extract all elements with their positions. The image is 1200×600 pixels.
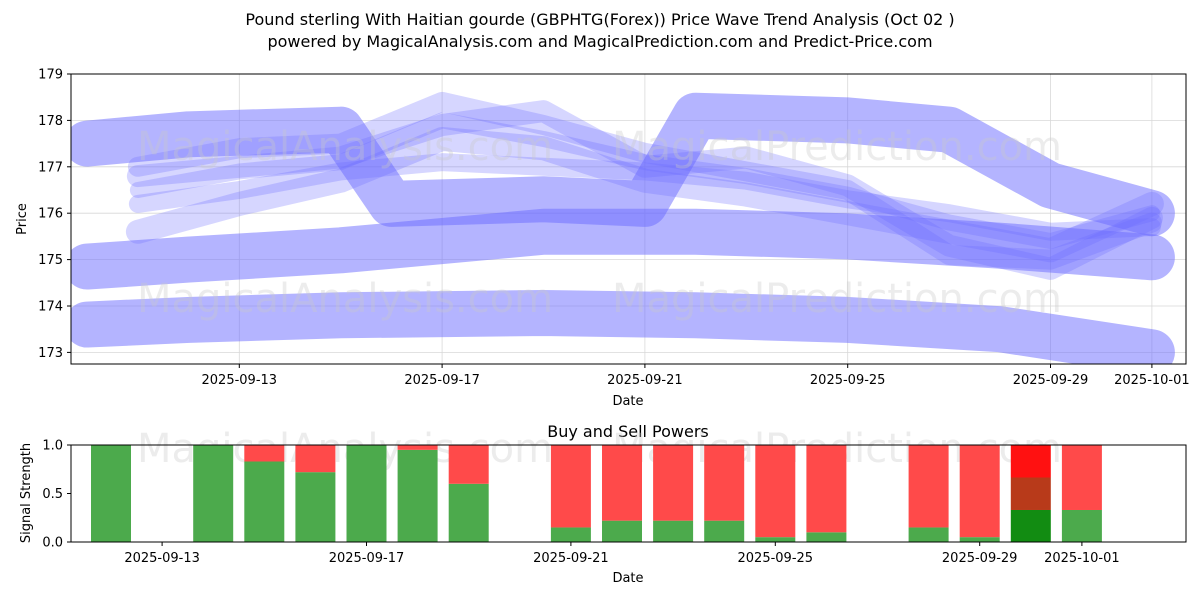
price-y-tick-label: 178 [38,114,63,129]
sell-bar [653,445,694,521]
signal-x-tick-label: 2025-09-29 [942,551,1018,566]
sell-bar [1010,445,1051,478]
signal-chart-title: Buy and Sell Powers [547,422,709,441]
sell-bar [397,445,438,450]
buy-bar [550,527,591,542]
signal-x-tick-label: 2025-09-13 [124,551,200,566]
price-wave-paths [125,91,1164,280]
signal-bars [91,445,1102,542]
buy-bar [908,527,949,542]
price-plot-frame [70,73,1187,365]
price-band [71,289,1175,364]
sell-bar [806,445,847,533]
watermark-analysis-mid: MagicalAnalysis.com [137,276,553,322]
buy-bar [448,483,489,542]
price-wave-path [127,91,1162,270]
watermark-prediction-top: MagicalPrediction.com [612,124,1062,170]
sell-bar [244,445,285,462]
price-wave-path [125,126,1164,263]
price-band [71,208,1175,290]
sell-bar [755,445,796,538]
price-panel: MagicalAnalysis.com MagicalPrediction.co… [15,68,1190,410]
price-y-tick-label: 179 [38,68,63,83]
price-y-tick-label: 174 [38,300,63,315]
price-bands [71,92,1175,364]
sell-bar [448,445,489,484]
sell-bar [1010,477,1051,510]
buy-bar [653,520,694,542]
price-x-tick-label: 2025-09-25 [810,373,886,388]
price-band [71,92,1175,237]
buy-bar [193,445,234,542]
price-x-axis-label: Date [612,394,643,409]
price-wave-path [128,153,1161,241]
buy-bar [704,520,745,542]
signal-x-tick-label: 2025-10-01 [1044,551,1120,566]
sell-bar [908,445,949,528]
buy-bar [295,472,336,542]
price-y-tick-label: 177 [38,160,63,175]
price-x-tick-label: 2025-09-13 [202,373,278,388]
signal-x-tick-label: 2025-09-21 [533,551,609,566]
signal-y-ticks: 0.0 0.5 1.0 [42,439,71,551]
buy-bar [346,445,387,542]
buy-bar [91,445,131,542]
watermark-prediction-mid: MagicalPrediction.com [612,276,1062,322]
price-y-tick-label: 173 [38,346,63,361]
signal-x-tick-label: 2025-09-25 [738,551,814,566]
signal-y-tick-label: 1.0 [42,439,63,454]
signal-y-tick-label: 0.5 [42,487,63,502]
buy-bar [806,532,847,542]
watermark-analysis-top: MagicalAnalysis.com [137,124,553,170]
buy-bar [1010,509,1051,542]
buy-bar [602,520,642,542]
price-x-tick-label: 2025-09-21 [607,373,683,388]
price-wave-path [129,112,1160,250]
sell-bar [295,445,336,473]
buy-bar [244,461,285,542]
price-y-ticks: 173 174 175 176 177 178 179 [38,68,71,361]
sell-bar [602,445,642,521]
signal-panel: Buy and Sell Powers MagicalAnalysis.com … [19,422,1187,586]
price-y-tick-label: 175 [38,253,63,268]
buy-bar [755,537,796,542]
signal-x-ticks: 2025-09-13 2025-09-17 2025-09-21 2025-09-25… [124,542,1120,566]
signal-x-tick-label: 2025-09-17 [329,551,405,566]
price-x-tick-label: 2025-10-01 [1114,373,1190,388]
chart-subtitle: powered by MagicalAnalysis.com and Magic… [267,32,932,51]
buy-bar [397,449,438,542]
price-x-tick-label: 2025-09-17 [404,373,480,388]
sell-bar [550,445,591,528]
buy-bar [959,537,1000,542]
sell-bar [1061,445,1102,510]
price-x-ticks: 2025-09-13 2025-09-17 2025-09-21 2025-09-25… [202,364,1190,388]
price-y-tick-label: 176 [38,207,63,222]
signal-y-tick-label: 0.0 [42,536,63,551]
price-wave-path [126,100,1163,280]
signal-y-axis-label: Signal Strength [19,443,34,543]
price-y-axis-label: Price [15,203,30,235]
price-watermarks: MagicalAnalysis.com MagicalPrediction.co… [137,124,1062,322]
sell-bar [959,445,1000,538]
buy-bar [1061,509,1102,542]
chart-title: Pound sterling With Haitian gourde (GBPH… [245,10,954,29]
price-x-tick-label: 2025-09-29 [1013,373,1089,388]
sell-bar [704,445,745,521]
signal-x-axis-label: Date [612,571,643,586]
